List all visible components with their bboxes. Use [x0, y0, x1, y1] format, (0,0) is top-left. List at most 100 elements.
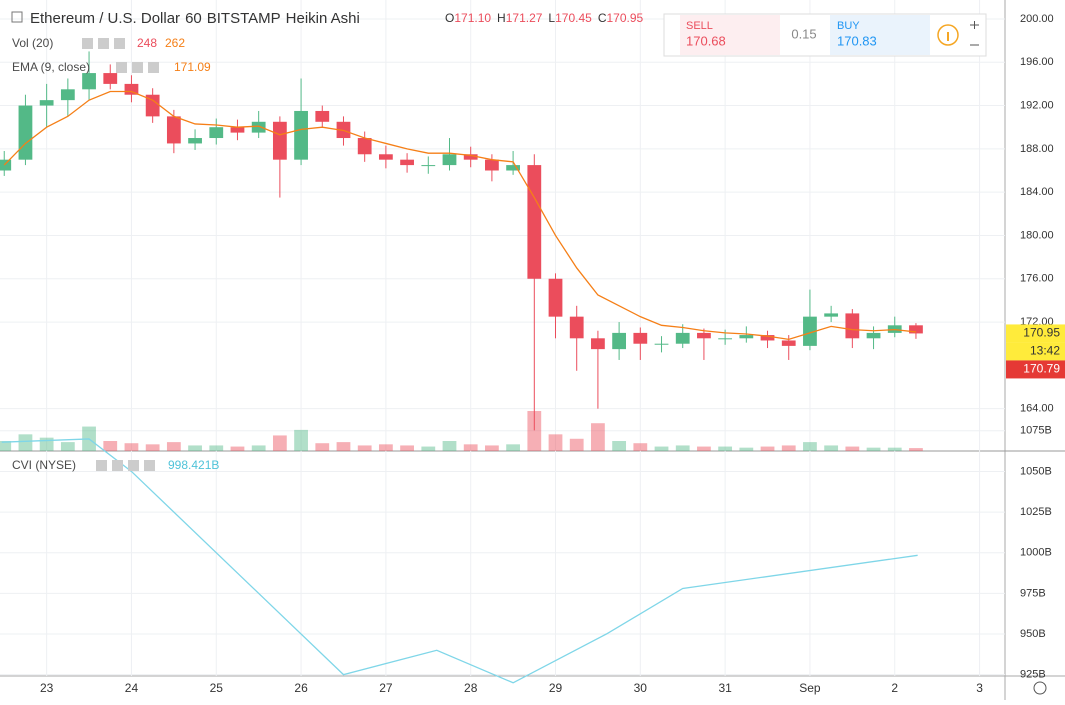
candle-body — [675, 332, 690, 344]
volume-bar — [315, 443, 330, 451]
candle-body — [718, 338, 733, 340]
y2-tick-label: 1050B — [1020, 465, 1052, 477]
trade-panel: SELL 170.68 0.15 BUY 170.83 — [663, 13, 987, 57]
y-tick-label: 192.00 — [1020, 99, 1054, 111]
candle-body — [781, 340, 796, 346]
cvi-label: CVI (NYSE) — [12, 458, 76, 472]
ema-label: EMA (9, close) — [12, 60, 90, 74]
icon[interactable] — [148, 62, 159, 73]
volume-bar — [251, 445, 266, 451]
x-tick-label: 3 — [976, 681, 983, 695]
legend: Ethereum / U.S. Dollar 60 BITSTAMP Heikin A… — [11, 10, 644, 472]
candle-body — [612, 332, 627, 350]
exchange: BITSTAMP — [207, 10, 281, 27]
icon[interactable] — [128, 460, 139, 471]
candle-body — [209, 127, 224, 139]
volume-bar — [654, 446, 669, 451]
sell-label: SELL — [686, 20, 713, 32]
ohlc-value: 171.27 — [506, 11, 543, 25]
volume-bar — [506, 444, 520, 451]
ohlc-value: 170.95 — [606, 11, 643, 25]
candle-body — [124, 83, 139, 95]
volume-bar — [272, 435, 287, 451]
icon[interactable] — [82, 38, 93, 49]
candle-body — [400, 159, 414, 166]
x-tick-label: Sep — [799, 681, 821, 695]
y-tick-label: 176.00 — [1020, 273, 1054, 285]
y-tick-label: 180.00 — [1020, 229, 1054, 241]
y-tick-label: 164.00 — [1020, 403, 1054, 415]
ohlc-key: L — [548, 11, 555, 25]
candle-body — [82, 73, 96, 90]
icon[interactable] — [96, 460, 107, 471]
volume-bar — [463, 444, 478, 451]
interval: 60 — [185, 10, 202, 27]
icon[interactable] — [132, 62, 143, 73]
sell-button[interactable] — [680, 15, 780, 55]
y2-tick-label: 950B — [1020, 628, 1046, 640]
candle-body — [103, 73, 118, 84]
volume-bar — [188, 445, 202, 451]
spread: 0.15 — [791, 26, 816, 41]
volume-bar — [378, 444, 393, 451]
y-tick-label: 196.00 — [1020, 56, 1054, 68]
candle-body — [697, 332, 711, 339]
volume-bar — [103, 441, 118, 451]
ohlc-value: 170.45 — [555, 11, 592, 25]
volume-bar — [421, 446, 436, 451]
volume-bar — [442, 441, 457, 451]
ema-value: 171.09 — [174, 60, 211, 74]
info-button[interactable] — [937, 24, 959, 46]
candle-body — [18, 105, 33, 160]
buy-button[interactable] — [830, 15, 930, 55]
candle-body — [803, 316, 817, 346]
volume-bar — [548, 434, 563, 451]
candle-body — [591, 338, 605, 350]
volume-bar — [400, 445, 414, 451]
volume-bar — [209, 445, 224, 451]
candle-body — [145, 94, 160, 117]
candle-body — [548, 278, 563, 317]
candle-body — [421, 165, 436, 167]
volume-bar — [294, 429, 308, 451]
icon[interactable] — [144, 460, 155, 471]
candle-body — [506, 165, 520, 171]
candle-body — [866, 332, 881, 339]
volume-bar — [739, 447, 754, 451]
volume-bar — [781, 445, 796, 451]
volume-bar — [591, 423, 605, 451]
icon[interactable] — [114, 38, 125, 49]
candle-body — [230, 127, 245, 133]
price-tag: 170.95 — [1023, 326, 1060, 340]
volume-label: Vol (20) — [12, 36, 53, 50]
volume-bar — [760, 446, 775, 451]
icon[interactable] — [112, 460, 123, 471]
candle-body — [0, 159, 12, 171]
title: Ethereum / U.S. Dollar — [30, 10, 180, 27]
candle-body — [166, 116, 181, 144]
ema-line — [3, 90, 917, 341]
ohlc-key: O — [445, 11, 454, 25]
volume-bar — [675, 445, 690, 451]
ohlc-legend: O171.10 H171.27 L170.45 C170.95 — [445, 11, 644, 25]
y-tick-label: 188.00 — [1020, 143, 1054, 155]
candle-body — [739, 335, 754, 339]
candle-body — [463, 154, 478, 160]
x-tick-label: 27 — [379, 681, 393, 695]
collapse-icon[interactable] — [11, 11, 23, 23]
ohlc-key: C — [598, 11, 607, 25]
icon[interactable] — [116, 62, 127, 73]
candle-body — [569, 316, 584, 339]
volume-bar — [569, 438, 584, 451]
volume-bar — [718, 446, 733, 451]
candle-body — [824, 313, 839, 317]
candle-body — [378, 154, 393, 160]
marks — [0, 51, 923, 684]
icon[interactable] — [98, 38, 109, 49]
volume-bar — [909, 448, 923, 451]
candle-body — [909, 325, 923, 334]
settings-button[interactable] — [1033, 681, 1047, 695]
x-tick-label: 2 — [891, 681, 898, 695]
x-tick-label: 23 — [40, 681, 54, 695]
candle-body — [251, 121, 266, 133]
